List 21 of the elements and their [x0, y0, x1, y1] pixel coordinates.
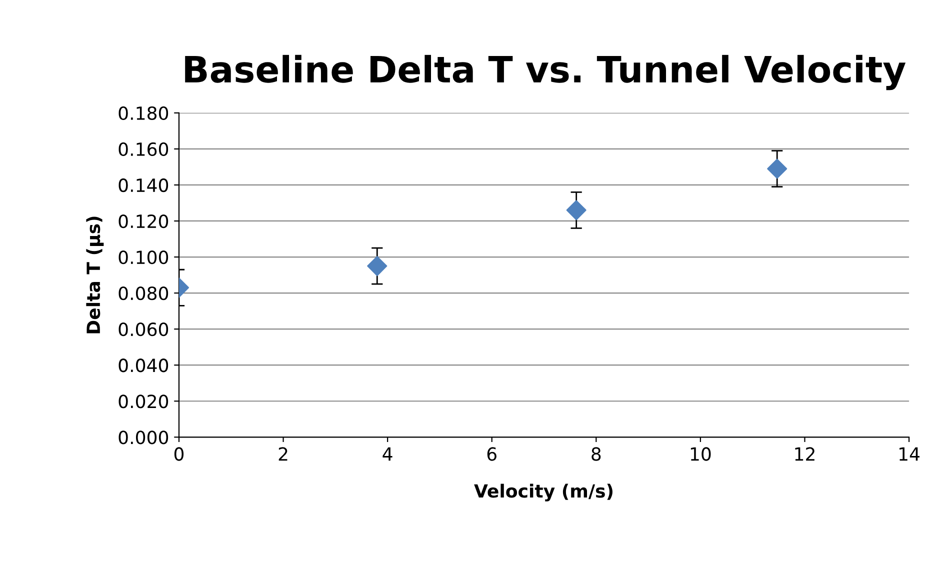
- x-tick-label: 6: [487, 447, 496, 461]
- x-tick-label: 8: [592, 447, 601, 461]
- y-tick-label: 0.140: [118, 178, 168, 192]
- x-axis-title: Velocity (m/s): [474, 484, 612, 502]
- y-tick-label: 0.100: [118, 250, 168, 264]
- x-tick-label: 12: [795, 447, 814, 461]
- y-tick-label: 0.060: [118, 322, 168, 336]
- x-tick-label: 2: [278, 447, 288, 461]
- chart-title: Baseline Delta T vs. Tunnel Velocity: [185, 54, 906, 90]
- x-tick-label: 10: [690, 447, 711, 461]
- y-axis-title: Delta T (µs): [86, 216, 104, 334]
- x-tick-label: 0: [174, 447, 184, 461]
- y-tick-label: 0.000: [118, 430, 168, 444]
- y-tick-label: 0.120: [118, 214, 168, 228]
- y-tick-label: 0.080: [118, 286, 168, 300]
- y-tick-label: 0.040: [118, 358, 168, 372]
- y-tick-label: 0.160: [118, 142, 168, 156]
- x-tick-label: 4: [382, 447, 392, 461]
- x-tick-label: 14: [900, 447, 920, 461]
- y-tick-label: 0.180: [118, 106, 168, 120]
- y-tick-label: 0.020: [118, 394, 168, 408]
